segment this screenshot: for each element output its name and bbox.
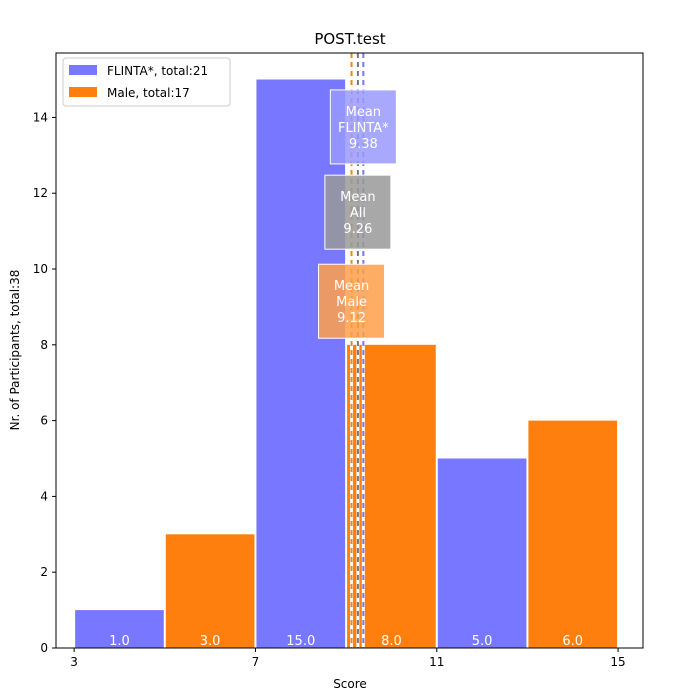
bar-male-2 [528, 420, 618, 648]
chart-title: POST.test [314, 30, 385, 48]
legend-swatch-male [69, 87, 97, 97]
mean-annotation-text-male: 9.12 [337, 311, 366, 326]
bar-value-label: 6.0 [562, 634, 583, 649]
bar-value-label: 5.0 [472, 634, 493, 649]
legend-label-male: Male, total:17 [107, 86, 190, 100]
bar-value-label: 3.0 [200, 634, 221, 649]
mean-annotation-box-male [318, 263, 386, 339]
mean-annotation-text-all: Mean [340, 190, 375, 205]
x-tick-label: 3 [70, 655, 78, 669]
y-tick-label: 14 [33, 110, 48, 124]
y-tick-label: 10 [33, 262, 48, 276]
legend: FLINTA*, total:21 Male, total:17 [62, 57, 231, 107]
y-tick-label: 12 [33, 186, 48, 200]
bar-flinta-0 [75, 610, 164, 648]
mean-annotation-text-all: All [350, 206, 366, 221]
y-tick-label: 4 [40, 489, 48, 503]
mean-annotation-text-male: Male [336, 295, 367, 310]
mean-annotation-text-flinta: 9.38 [349, 137, 378, 152]
y-tick-label: 2 [40, 565, 48, 579]
mean-annotation-text-all: 9.26 [343, 222, 372, 237]
bar-male-1 [347, 344, 436, 648]
y-tick-label: 0 [40, 641, 48, 655]
mean-annotation-box-flinta [329, 89, 397, 165]
axes-frame [55, 52, 644, 649]
y-tick-label: 6 [40, 414, 48, 428]
plot-area: 1.0 15.0 5.03.0 8.0 6.0MeanFLINTA*9.38MeanAl… [75, 53, 618, 649]
x-axis-label: Score [333, 677, 367, 691]
bar-flinta-1 [256, 79, 346, 648]
x-tick-label: 11 [429, 655, 444, 669]
legend-swatch-flinta [69, 65, 97, 75]
mean-annotation-text-flinta: FLINTA* [338, 121, 389, 136]
x-tick-label: 7 [252, 655, 260, 669]
axes: 3 7 11 15 0 2 4 6 8 10 12 14 [33, 110, 626, 669]
x-tick-label: 15 [610, 655, 625, 669]
y-tick-label: 8 [40, 338, 48, 352]
bar-flinta-2 [437, 458, 527, 648]
mean-annotation-text-flinta: Mean [346, 105, 381, 120]
legend-label-flinta: FLINTA*, total:21 [107, 64, 208, 78]
legend-box [62, 57, 231, 107]
bar-value-label: 15.0 [286, 634, 315, 649]
y-axis-label: Nr. of Participants, total:38 [8, 270, 22, 431]
bar-male-0 [165, 534, 255, 648]
mean-annotation-box-all [324, 174, 392, 250]
mean-annotation-text-male: Mean [334, 279, 369, 294]
bar-value-label: 1.0 [109, 634, 130, 649]
bar-value-label: 8.0 [381, 634, 402, 649]
